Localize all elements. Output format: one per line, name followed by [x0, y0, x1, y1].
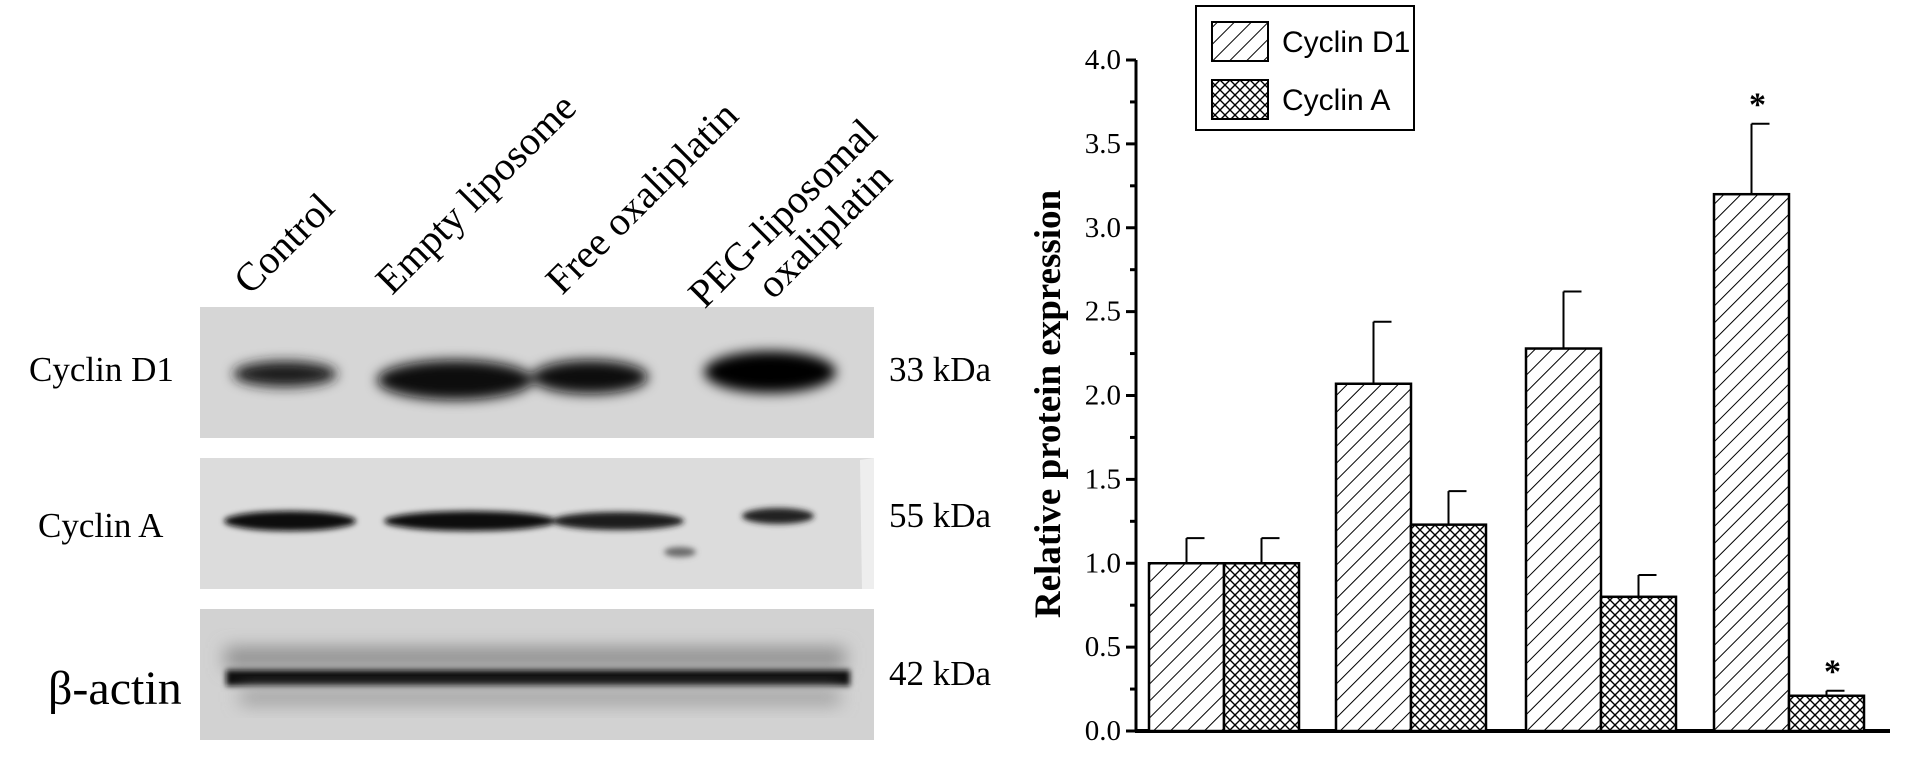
- bar-cyclin-d1: [1147, 562, 1226, 733]
- kda-label-cyclin-a: 55 kDa: [889, 496, 992, 535]
- protein-label-cyclin-a: Cyclin A: [38, 506, 164, 545]
- chart-legend: Cyclin D1 Cyclin A: [1195, 5, 1415, 131]
- kda-label-cyclin-d1: 33 kDa: [889, 350, 992, 389]
- legend-entry: Cyclin A: [1282, 84, 1390, 117]
- blot-strip-cyclin-a: [200, 458, 874, 589]
- y-tick-label: 0.0: [1085, 715, 1121, 747]
- blot-strip-cyclin-d1: [200, 307, 874, 438]
- y-tick-label: 3.0: [1085, 212, 1121, 244]
- y-tick-label: 1.0: [1085, 547, 1121, 579]
- bar-cyclin-a: [1409, 523, 1488, 733]
- chart-bars: **: [1147, 87, 1866, 733]
- legend-swatch: [1211, 79, 1269, 120]
- bar-cyclin-a: [1222, 562, 1301, 733]
- y-tick-label: 3.5: [1085, 128, 1121, 160]
- y-tick-label: 2.0: [1085, 380, 1121, 412]
- y-tick-label: 1.5: [1085, 463, 1121, 495]
- western-blot-figure: Control Empty liposome Free oxaliplatin …: [29, 84, 992, 740]
- bar-cyclin-d1: [1524, 347, 1603, 733]
- bar-cyclin-a: [1787, 694, 1866, 733]
- blot-image: [200, 307, 874, 740]
- significance-marker: *: [1749, 87, 1766, 124]
- blot-strip-beta-actin: [200, 609, 874, 740]
- bar-cyclin-d1: [1712, 192, 1791, 733]
- significance-marker: *: [1824, 654, 1841, 691]
- y-tick-label: 0.5: [1085, 631, 1121, 663]
- protein-label-cyclin-d1: Cyclin D1: [29, 350, 174, 389]
- bar-cyclin-d1: [1334, 382, 1413, 733]
- y-tick-label: 4.0: [1085, 44, 1121, 76]
- bar-cyclin-a: [1599, 595, 1678, 733]
- kda-label-beta-actin: 42 kDa: [889, 654, 992, 693]
- legend-entry: Cyclin D1: [1282, 26, 1410, 59]
- protein-label-beta-actin: β-actin: [48, 662, 182, 715]
- y-axis-label: Relative protein expression: [1028, 189, 1069, 618]
- y-tick-label: 2.5: [1085, 296, 1121, 328]
- legend-swatch: [1211, 21, 1269, 62]
